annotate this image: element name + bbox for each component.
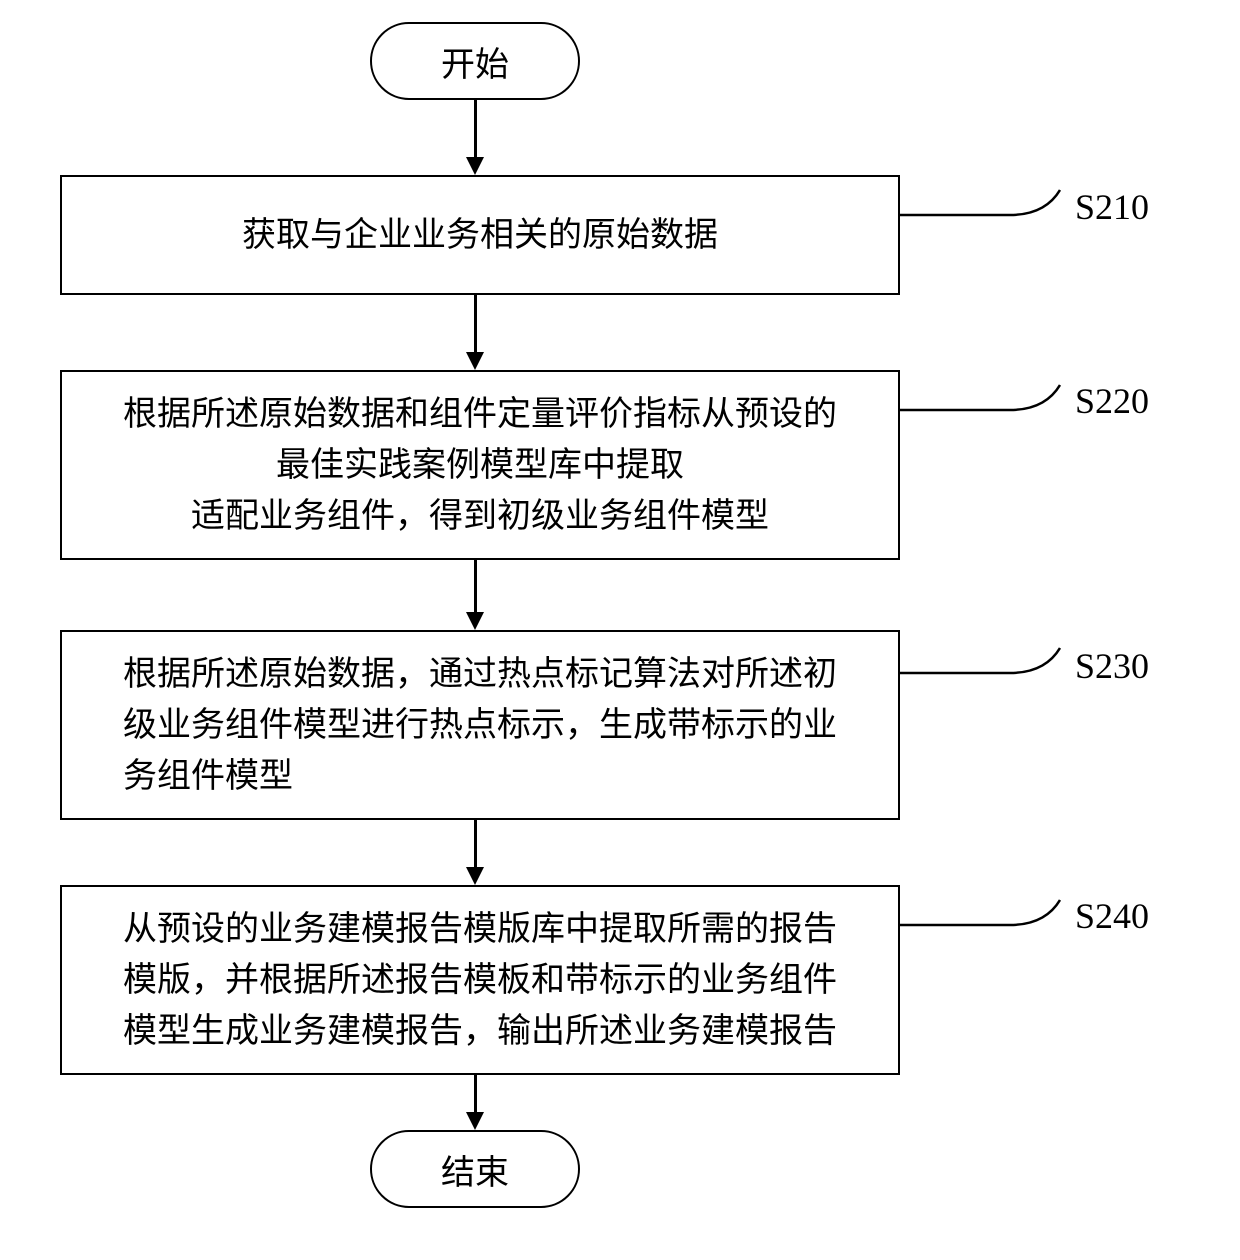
flowchart-container: 开始 获取与企业业务相关的原始数据 S210 根据所述原始数据和组件定量评价指标… — [0, 0, 1240, 1260]
label-s220: S220 — [1075, 380, 1149, 422]
connector-s210 — [900, 180, 1070, 230]
label-s230: S230 — [1075, 645, 1149, 687]
start-terminal: 开始 — [370, 22, 580, 100]
label-s210: S210 — [1075, 186, 1149, 228]
step-s210-text: 获取与企业业务相关的原始数据 — [242, 210, 718, 261]
connector-s240 — [900, 890, 1070, 940]
step-s210: 获取与企业业务相关的原始数据 — [60, 175, 900, 295]
step-s220: 根据所述原始数据和组件定量评价指标从预设的 最佳实践案例模型库中提取 适配业务组… — [60, 370, 900, 560]
end-terminal: 结束 — [370, 1130, 580, 1208]
arrow-4 — [474, 820, 477, 868]
step-s230: 根据所述原始数据，通过热点标记算法对所述初 级业务组件模型进行热点标示，生成带标… — [60, 630, 900, 820]
arrow-2 — [474, 295, 477, 353]
end-label: 结束 — [441, 1145, 509, 1194]
step-s230-text: 根据所述原始数据，通过热点标记算法对所述初 级业务组件模型进行热点标示，生成带标… — [123, 649, 837, 802]
arrow-5-head — [466, 1112, 484, 1130]
arrow-3-head — [466, 612, 484, 630]
step-s220-text: 根据所述原始数据和组件定量评价指标从预设的 最佳实践案例模型库中提取 适配业务组… — [123, 389, 837, 542]
arrow-2-head — [466, 352, 484, 370]
step-s240: 从预设的业务建模报告模版库中提取所需的报告 模版，并根据所述报告模板和带标示的业… — [60, 885, 900, 1075]
arrow-3 — [474, 560, 477, 613]
connector-s220 — [900, 375, 1070, 425]
arrow-1 — [474, 100, 477, 158]
start-label: 开始 — [441, 37, 509, 86]
connector-s230 — [900, 638, 1070, 688]
arrow-4-head — [466, 867, 484, 885]
step-s240-text: 从预设的业务建模报告模版库中提取所需的报告 模版，并根据所述报告模板和带标示的业… — [123, 904, 837, 1057]
label-s240: S240 — [1075, 895, 1149, 937]
arrow-5 — [474, 1075, 477, 1113]
arrow-1-head — [466, 157, 484, 175]
